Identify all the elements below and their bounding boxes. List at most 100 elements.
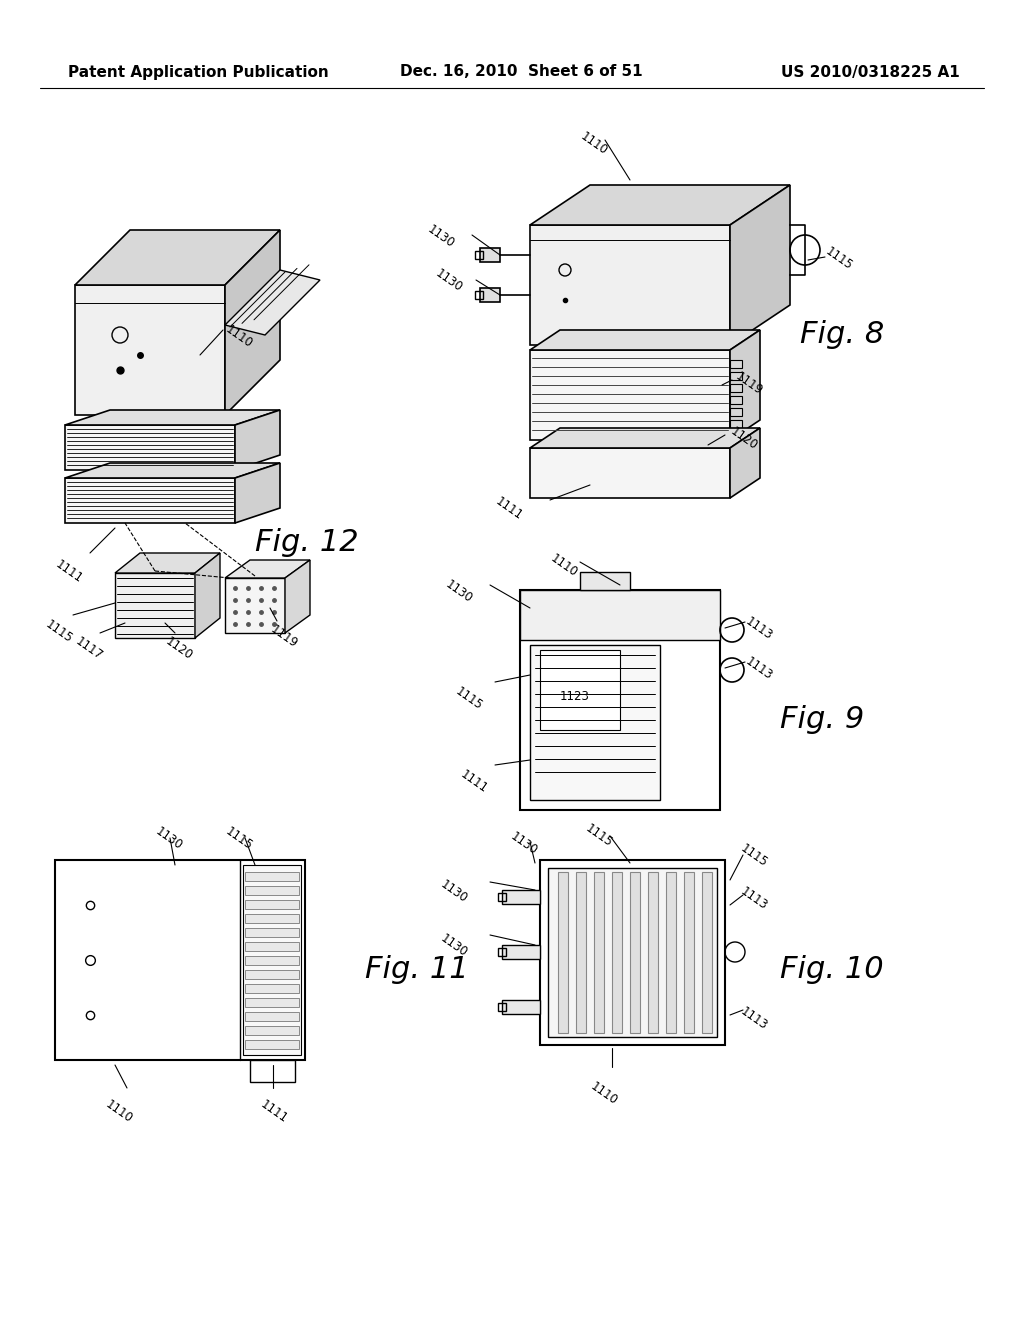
- Text: Dec. 16, 2010  Sheet 6 of 51: Dec. 16, 2010 Sheet 6 of 51: [400, 65, 643, 79]
- Bar: [245, 913, 299, 923]
- Text: Fig. 11: Fig. 11: [365, 954, 469, 983]
- Text: 1130: 1130: [425, 223, 457, 251]
- Bar: [580, 572, 630, 590]
- Polygon shape: [530, 185, 790, 224]
- Polygon shape: [730, 428, 760, 498]
- Text: 1113: 1113: [737, 884, 769, 913]
- Polygon shape: [730, 330, 760, 440]
- Bar: [666, 873, 676, 1034]
- Text: US 2010/0318225 A1: US 2010/0318225 A1: [781, 65, 961, 79]
- Bar: [55, 861, 305, 1060]
- Polygon shape: [530, 330, 760, 350]
- Polygon shape: [75, 285, 225, 414]
- Bar: [480, 288, 500, 302]
- Text: 1123: 1123: [560, 690, 590, 704]
- Polygon shape: [285, 560, 310, 634]
- Bar: [250, 1060, 295, 1082]
- Bar: [498, 894, 506, 902]
- Text: 1130: 1130: [153, 825, 184, 853]
- Bar: [612, 873, 622, 1034]
- Bar: [730, 420, 742, 428]
- Polygon shape: [75, 230, 280, 285]
- Polygon shape: [65, 478, 234, 523]
- Bar: [520, 590, 720, 640]
- Bar: [245, 886, 299, 895]
- Bar: [520, 590, 720, 810]
- Polygon shape: [530, 224, 730, 345]
- Bar: [502, 945, 540, 960]
- Bar: [245, 1012, 299, 1020]
- Bar: [245, 928, 299, 937]
- Bar: [245, 956, 299, 965]
- Bar: [540, 649, 620, 730]
- Text: Fig. 8: Fig. 8: [800, 319, 885, 348]
- Polygon shape: [225, 560, 310, 578]
- Polygon shape: [65, 463, 280, 478]
- Bar: [498, 1003, 506, 1011]
- Bar: [530, 645, 660, 800]
- Polygon shape: [65, 425, 234, 470]
- Polygon shape: [730, 185, 790, 345]
- Bar: [245, 900, 299, 909]
- Text: 1111: 1111: [258, 1098, 290, 1126]
- Text: Fig. 9: Fig. 9: [780, 705, 864, 734]
- Polygon shape: [65, 411, 280, 425]
- Polygon shape: [225, 271, 319, 335]
- Text: 1111: 1111: [493, 495, 524, 523]
- Bar: [730, 384, 742, 392]
- Text: 1115: 1115: [583, 822, 614, 850]
- Bar: [630, 873, 640, 1034]
- Bar: [475, 290, 483, 300]
- Text: 1110: 1110: [578, 129, 609, 158]
- Polygon shape: [530, 350, 730, 440]
- Bar: [245, 970, 299, 979]
- Bar: [502, 890, 540, 904]
- Text: 1130: 1130: [442, 578, 474, 606]
- Text: 1113: 1113: [742, 655, 774, 682]
- Text: Patent Application Publication: Patent Application Publication: [68, 65, 329, 79]
- Polygon shape: [195, 553, 220, 638]
- Text: Fig. 10: Fig. 10: [780, 954, 884, 983]
- Bar: [548, 869, 717, 1038]
- Text: 1130: 1130: [437, 878, 469, 906]
- Bar: [648, 873, 658, 1034]
- Bar: [475, 251, 483, 259]
- Bar: [245, 983, 299, 993]
- Text: 1110: 1110: [588, 1080, 620, 1107]
- Text: 1130: 1130: [432, 267, 464, 294]
- Bar: [245, 998, 299, 1007]
- Bar: [245, 942, 299, 950]
- Text: 1115: 1115: [737, 842, 769, 870]
- Text: 1111: 1111: [52, 558, 85, 586]
- Polygon shape: [530, 428, 760, 447]
- Text: 1115: 1115: [43, 618, 75, 645]
- Text: 1130: 1130: [437, 932, 469, 960]
- Text: 1111: 1111: [458, 768, 489, 796]
- Text: 1115: 1115: [822, 246, 854, 273]
- Text: 1110: 1110: [102, 1098, 134, 1126]
- Polygon shape: [225, 578, 285, 634]
- Text: 1110: 1110: [548, 552, 580, 579]
- Bar: [594, 873, 604, 1034]
- Bar: [702, 873, 712, 1034]
- Bar: [730, 396, 742, 404]
- Text: 1119: 1119: [267, 623, 300, 651]
- Text: 1113: 1113: [737, 1005, 769, 1032]
- Bar: [575, 873, 586, 1034]
- Bar: [245, 1026, 299, 1035]
- Bar: [245, 1040, 299, 1049]
- Text: 1115: 1115: [453, 685, 484, 713]
- Polygon shape: [234, 411, 280, 470]
- Bar: [502, 1001, 540, 1014]
- Bar: [684, 873, 694, 1034]
- Text: 1115: 1115: [222, 825, 255, 853]
- Text: 1117: 1117: [73, 635, 104, 663]
- Bar: [498, 948, 506, 956]
- Polygon shape: [530, 447, 730, 498]
- Bar: [730, 372, 742, 380]
- Text: 1130: 1130: [508, 830, 540, 858]
- Text: Fig. 12: Fig. 12: [255, 528, 358, 557]
- Text: 1120: 1120: [727, 425, 760, 453]
- Polygon shape: [225, 230, 280, 414]
- Bar: [480, 248, 500, 261]
